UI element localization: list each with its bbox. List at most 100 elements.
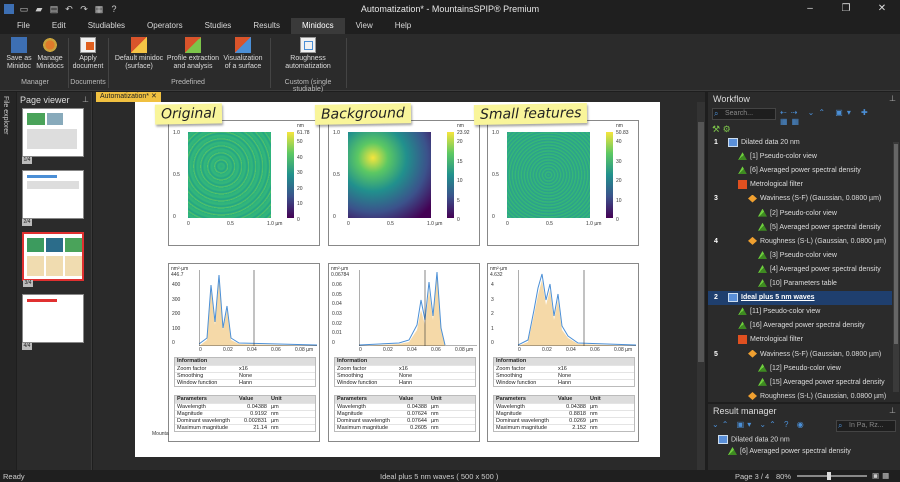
page-number-label: 2/4 — [22, 219, 32, 226]
psd-line — [518, 273, 636, 346]
zoom-slider[interactable] — [797, 472, 867, 480]
result-item-label: Dilated data 20 nm — [731, 436, 790, 444]
apply-document-button[interactable]: Apply document — [70, 37, 106, 71]
workflow-scrollbar[interactable] — [893, 142, 899, 392]
close-button[interactable]: ✕ — [877, 3, 887, 14]
chart-x-tick: 0.02 — [542, 347, 552, 353]
button-label: Default minidoc — [114, 55, 164, 62]
save-as-minidoc-button[interactable]: Save as Minidoc — [4, 37, 34, 71]
workflow-item[interactable]: [11] Pseudo-color view — [708, 305, 892, 319]
workflow-item[interactable]: [3] Pseudo-color view — [708, 249, 892, 263]
file-explorer-tab[interactable]: File explorer — [0, 92, 16, 470]
pseudo-color-card[interactable]: nm 50.83 40 30 20 10 0 1.0 0.5 0 0 0.5 1.0 µm — [487, 120, 639, 246]
add-study-icon[interactable]: ⚒ ⚙ — [712, 124, 731, 134]
workflow-item[interactable]: Metrological filter — [708, 178, 892, 192]
manage-minidocs-button[interactable]: Manage Minidocs — [34, 37, 66, 71]
workflow-item[interactable]: Metrological filter — [708, 333, 892, 347]
page-thumbnail-2[interactable]: 2/4 — [22, 170, 84, 226]
chart-y-tick: 400 — [172, 282, 181, 288]
pin-icon[interactable]: ⊥ — [889, 94, 896, 103]
workflow-item[interactable]: [2] Pseudo-color view — [708, 207, 892, 221]
workflow-item[interactable]: 5 Waviness (S-F) (Gaussian, 0.0800 µm) — [708, 348, 892, 362]
close-tab-icon[interactable]: ✕ — [150, 93, 157, 100]
surface-map — [348, 132, 431, 218]
help-quick-icon[interactable]: ? — [111, 4, 117, 14]
open-file-icon[interactable]: ▰ — [35, 4, 43, 14]
result-item[interactable]: [6] Averaged power spectral density — [728, 447, 851, 455]
table-row: Maximum magnitude 2.152 nm — [494, 424, 634, 431]
result-search-input[interactable]: In Pa, Rz... — [836, 420, 896, 432]
undo-icon[interactable]: ↶ — [65, 4, 73, 14]
workflow-item[interactable]: 4 Roughness (S-L) (Gaussian, 0.0800 µm) — [708, 235, 892, 249]
button-label: Save as — [6, 55, 32, 62]
result-item[interactable]: Dilated data 20 nm — [718, 435, 790, 444]
group-label-predefined: Predefined — [171, 79, 205, 86]
menu-results[interactable]: Results — [253, 21, 280, 30]
workflow-item[interactable]: Roughness (S-L) (Gaussian, 0.0800 µm) — [708, 390, 892, 404]
menu-studies[interactable]: Studies — [204, 21, 232, 30]
workflow-item[interactable]: [6] Averaged power spectral density — [708, 164, 892, 178]
print-icon[interactable]: ▦ — [94, 4, 104, 14]
workflow-item[interactable]: [5] Averaged power spectral density — [708, 221, 892, 235]
workflow-item[interactable]: [15] Averaged power spectral density — [708, 376, 892, 390]
workflow-item[interactable]: [1] Pseudo-color view — [708, 150, 892, 164]
workflow-item[interactable]: 2 Ideal plus 5 nm waves — [708, 291, 892, 306]
menu-file[interactable]: File — [17, 21, 30, 30]
page-thumbnail-1[interactable]: 1/4 — [22, 108, 84, 164]
menu-studiables[interactable]: Studiables — [87, 21, 126, 30]
menu-view[interactable]: View — [355, 21, 373, 30]
table-cell: Window function — [337, 380, 378, 386]
chart-x-tick: 0.06 — [431, 347, 441, 353]
menu-minidocs[interactable]: Minidocs — [291, 18, 345, 34]
table-row: Maximum magnitude 0.2605 nm — [335, 424, 475, 431]
page-thumbnail-4[interactable]: 4/4 — [22, 294, 84, 350]
redo-icon[interactable]: ↷ — [80, 4, 88, 14]
document-tab[interactable]: Automatization* ✕ — [96, 92, 161, 102]
new-file-icon[interactable]: ▭ — [19, 4, 29, 14]
study-icon — [758, 377, 767, 386]
workflow-item[interactable]: 1 Dilated data 20 nm — [708, 136, 892, 150]
workflow-item-content: [2] Pseudo-color view — [758, 207, 837, 221]
menu-help[interactable]: Help — [394, 21, 412, 30]
document-page: nm 61.78 50 40 30 20 10 0 1.0 0.5 0 0 0.5 1.0 µm Origi… — [135, 102, 660, 457]
menu-edit[interactable]: Edit — [51, 21, 66, 30]
view-mode-icons[interactable]: ▣▦ — [872, 471, 893, 480]
ribbon-separator — [270, 38, 271, 88]
profile-extraction-button[interactable]: Profile extraction and analysis — [166, 37, 220, 71]
psd-card[interactable]: nm²·µm 446.7 400 300 200 100 0 0 0.02 0.04 0.06 0.0… — [168, 263, 320, 442]
roughness-automatization-button[interactable]: Roughness automatization — [278, 37, 338, 71]
workflow-item[interactable]: [16] Averaged power spectral density — [708, 319, 892, 333]
workflow-toolbar[interactable]: ⇠⇢ ⌄⌃ ▣▾ ✚ ▦▦ — [780, 108, 872, 126]
table-row: Magnitude 0.9192 nm — [175, 410, 315, 417]
vertical-scrollbar[interactable] — [697, 102, 705, 470]
workflow-item[interactable]: 3 Waviness (S-F) (Gaussian, 0.0800 µm) — [708, 192, 892, 206]
table-row: Zoom factor x16 — [494, 365, 634, 372]
pseudo-color-card[interactable]: nm 23.92 20 15 10 5 0 1.0 0.5 0 0 0.5 1.0 µm — [328, 120, 480, 246]
result-manager-toolbar[interactable]: ⌄⌃ ▣▾ ⌄⌃ ? ◉ — [712, 420, 807, 429]
workflow-item[interactable]: [12] Pseudo-color view — [708, 362, 892, 376]
pseudo-color-card[interactable]: nm 61.78 50 40 30 20 10 0 1.0 0.5 0 0 0.5 1.0 µm — [168, 120, 320, 246]
table-row: Window function Hann — [335, 379, 475, 386]
pin-icon[interactable]: ⊥ — [82, 95, 89, 104]
minimize-button[interactable]: – — [807, 3, 813, 14]
default-minidoc-button[interactable]: Default minidoc (surface) — [110, 37, 168, 71]
study-icon — [758, 222, 767, 231]
workflow-item[interactable]: [10] Parameters table — [708, 277, 892, 291]
title-sticky-note: Small features — [473, 103, 588, 125]
psd-card[interactable]: nm²·µm 4.632 4 3 2 1 0 0 0.02 0.04 0.06 0.08 µm Info… — [487, 263, 639, 442]
menu-operators[interactable]: Operators — [147, 21, 183, 30]
workflow-item-label: [6] Averaged power spectral density — [750, 167, 861, 175]
page-thumbnail-3[interactable]: 3/4 — [22, 232, 84, 287]
visualization-button[interactable]: Visualization of a surface — [220, 37, 266, 71]
pin-icon[interactable]: ⊥ — [889, 406, 896, 415]
map-x-tick: 0.5 — [227, 221, 234, 227]
workflow-search-input[interactable]: Search... — [712, 108, 776, 120]
workflow-item[interactable]: [4] Averaged power spectral density — [708, 263, 892, 277]
chart-y-unit: nm²·µm — [490, 266, 508, 272]
psd-card[interactable]: nm²·µm 0.06784 0.06 0.05 0.04 0.03 0.02 0.01 0 0 0… — [328, 263, 480, 442]
maximize-button[interactable]: ❐ — [841, 3, 851, 14]
button-label: Manage — [37, 55, 63, 62]
map-y-tick: 1.0 — [173, 130, 180, 136]
save-icon[interactable]: ▤ — [49, 4, 59, 14]
chart-x-tick: 0 — [199, 347, 202, 353]
